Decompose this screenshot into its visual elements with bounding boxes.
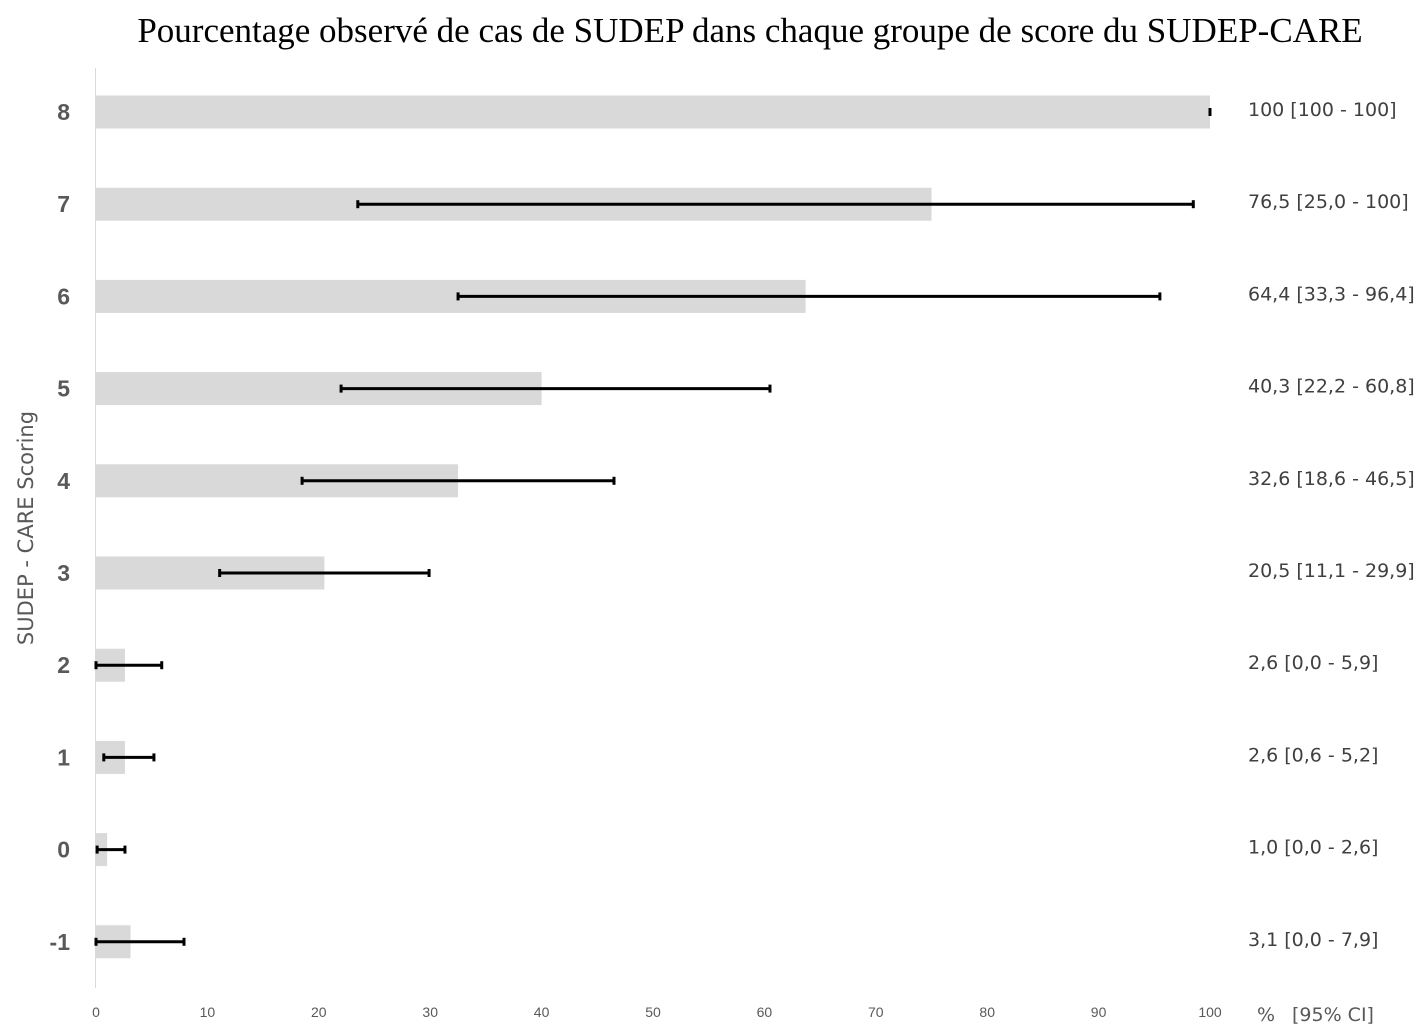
category-label-8: 8 xyxy=(57,99,70,125)
data-label-2: 2,6 [0,0 - 5,9] xyxy=(1248,652,1378,674)
error-bar-7 xyxy=(356,200,1195,209)
data-label-4: 32,6 [18,6 - 46,5] xyxy=(1248,468,1415,490)
data-label-5: 40,3 [22,2 - 60,8] xyxy=(1248,376,1415,398)
data-label-8: 100 [100 - 100] xyxy=(1248,99,1397,121)
x-tick-label-100: 100 xyxy=(1198,1004,1222,1020)
data-label-3: 20,5 [11,1 - 29,9] xyxy=(1248,560,1415,582)
data-label-1: 2,6 [0,6 - 5,2] xyxy=(1248,744,1378,766)
x-tick-label-90: 90 xyxy=(1091,1004,1107,1020)
error-bar-1 xyxy=(102,753,156,762)
bars-group xyxy=(96,95,1210,959)
x-tick-label-0: 0 xyxy=(92,1004,100,1020)
y-axis-title: SUDEP - CARE Scoring xyxy=(14,411,38,645)
category-label-4: 4 xyxy=(57,468,70,494)
x-tick-label-20: 20 xyxy=(311,1004,327,1020)
category-label-0: 0 xyxy=(57,837,70,863)
x-axis-unit-label: % xyxy=(1257,1004,1275,1026)
data-label--1: 3,1 [0,0 - 7,9] xyxy=(1248,929,1378,951)
error-bar-2 xyxy=(94,661,164,670)
x-axis-ci-label: [95% CI] xyxy=(1292,1004,1374,1026)
data-label-0: 1,0 [0,0 - 2,6] xyxy=(1248,837,1378,859)
category-label-5: 5 xyxy=(57,376,70,402)
category-label-3: 3 xyxy=(57,560,70,586)
error-bar--1 xyxy=(94,937,186,946)
category-label--1: -1 xyxy=(50,929,71,955)
error-bar-3 xyxy=(218,569,431,577)
x-tick-label-70: 70 xyxy=(868,1004,884,1020)
x-tick-label-50: 50 xyxy=(645,1004,661,1020)
error-bar-0 xyxy=(95,845,127,854)
x-tick-label-30: 30 xyxy=(422,1004,438,1020)
error-bars-group xyxy=(94,108,1212,946)
category-label-7: 7 xyxy=(57,191,70,217)
error-bar-6 xyxy=(456,292,1162,301)
data-label-7: 76,5 [25,0 - 100] xyxy=(1248,191,1409,213)
error-bar-5 xyxy=(339,384,772,393)
data-labels-group: 100 [100 - 100] 76,5 [25,0 - 100] 64,4 [33… xyxy=(1248,99,1415,951)
category-label-1: 1 xyxy=(57,744,70,770)
x-tick-label-40: 40 xyxy=(534,1004,550,1020)
x-tick-label-60: 60 xyxy=(757,1004,773,1020)
x-tick-label-10: 10 xyxy=(200,1004,216,1020)
x-tick-label-80: 80 xyxy=(979,1004,995,1020)
category-label-6: 6 xyxy=(57,283,70,309)
chart-title: Pourcentage observé de cas de SUDEP dans… xyxy=(137,11,1362,50)
x-tick-labels-group: 0 10 20 30 40 50 60 70 80 90 100 xyxy=(92,1004,1222,1020)
data-label-6: 64,4 [33,3 - 96,4] xyxy=(1248,283,1415,305)
bar-8 xyxy=(96,95,1210,129)
category-labels-group: 8 7 6 5 4 3 2 1 0 -1 xyxy=(50,99,71,955)
category-label-2: 2 xyxy=(57,652,70,678)
error-bar-4 xyxy=(300,476,616,485)
